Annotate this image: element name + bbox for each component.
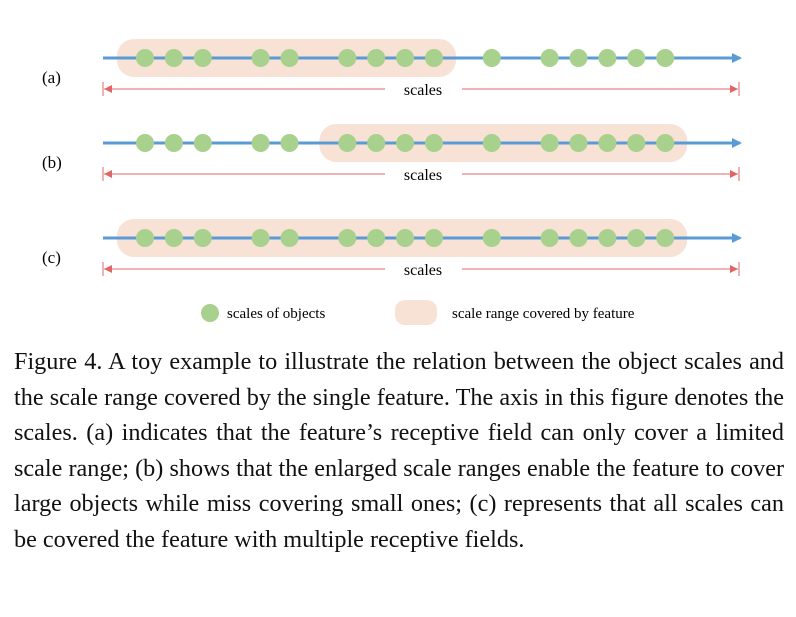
object-scale-dot	[656, 134, 675, 152]
object-scale-dot	[627, 229, 646, 247]
object-scale-dot	[482, 229, 501, 247]
object-scale-dot	[425, 49, 443, 67]
object-scale-dot	[251, 134, 270, 152]
object-scale-dot	[280, 134, 299, 152]
object-scale-dot	[367, 134, 386, 152]
legend-objects-label: scales of objects	[227, 306, 325, 322]
row-c: (c) scales	[42, 219, 742, 279]
row-label: (c)	[42, 248, 61, 267]
scale-arrow-right-head	[730, 85, 738, 93]
object-scale-dot	[598, 134, 617, 152]
figure-caption: Figure 4. A toy example to illustrate th…	[14, 348, 784, 553]
object-scale-dot	[569, 134, 588, 152]
object-scale-dot	[367, 49, 386, 67]
object-scale-dot	[425, 229, 443, 247]
object-scale-dot	[540, 49, 559, 67]
object-scale-dot	[338, 49, 357, 67]
scale-arrow-right-head	[730, 265, 738, 273]
object-scale-dot	[656, 49, 675, 67]
object-scale-dot	[193, 134, 212, 152]
row-label: (a)	[42, 68, 61, 87]
object-scale-dot	[193, 229, 212, 247]
object-scale-dot	[598, 49, 617, 67]
object-scale-dot	[482, 49, 501, 67]
legend-range-swatch	[395, 300, 437, 325]
object-scale-dot	[367, 229, 386, 247]
object-scale-dot	[164, 134, 183, 152]
row-a: (a) scales	[42, 39, 742, 99]
scale-arrow-label: scales	[404, 262, 442, 279]
object-scale-dot	[425, 134, 443, 152]
object-scale-dot	[338, 229, 357, 247]
object-scale-dot	[193, 49, 212, 67]
object-scale-dot	[396, 229, 415, 247]
object-scale-dot	[569, 49, 588, 67]
object-scale-dot	[251, 49, 270, 67]
scale-arrow-right-head	[730, 170, 738, 178]
object-scale-dot	[136, 49, 154, 67]
scale-arrow-label: scales	[404, 167, 442, 184]
figure-diagram: (a) scales (b) scales (c) scales scales of ob…	[42, 39, 742, 325]
object-scale-dot	[396, 49, 415, 67]
object-scale-dot	[164, 49, 183, 67]
scale-arrow-left-head	[104, 170, 112, 178]
object-scale-dot	[280, 229, 299, 247]
scale-arrow-label: scales	[404, 82, 442, 99]
legend-object-dot	[201, 304, 219, 322]
object-scale-dot	[280, 49, 299, 67]
legend-range-label: scale range covered by feature	[452, 306, 635, 322]
object-scale-dot	[482, 134, 501, 152]
object-scale-dot	[164, 229, 183, 247]
object-scale-dot	[540, 229, 559, 247]
object-scale-dot	[136, 134, 154, 152]
object-scale-dot	[251, 229, 270, 247]
object-scale-dot	[598, 229, 617, 247]
row-b: (b) scales	[42, 124, 742, 184]
object-scale-dot	[627, 49, 646, 67]
object-scale-dot	[136, 229, 154, 247]
scale-arrow-left-head	[104, 85, 112, 93]
scale-arrow-left-head	[104, 265, 112, 273]
object-scale-dot	[338, 134, 357, 152]
object-scale-dot	[569, 229, 588, 247]
object-scale-dot	[540, 134, 559, 152]
object-scale-dot	[396, 134, 415, 152]
row-label: (b)	[42, 153, 62, 172]
object-scale-dot	[627, 134, 646, 152]
object-scale-dot	[656, 229, 675, 247]
